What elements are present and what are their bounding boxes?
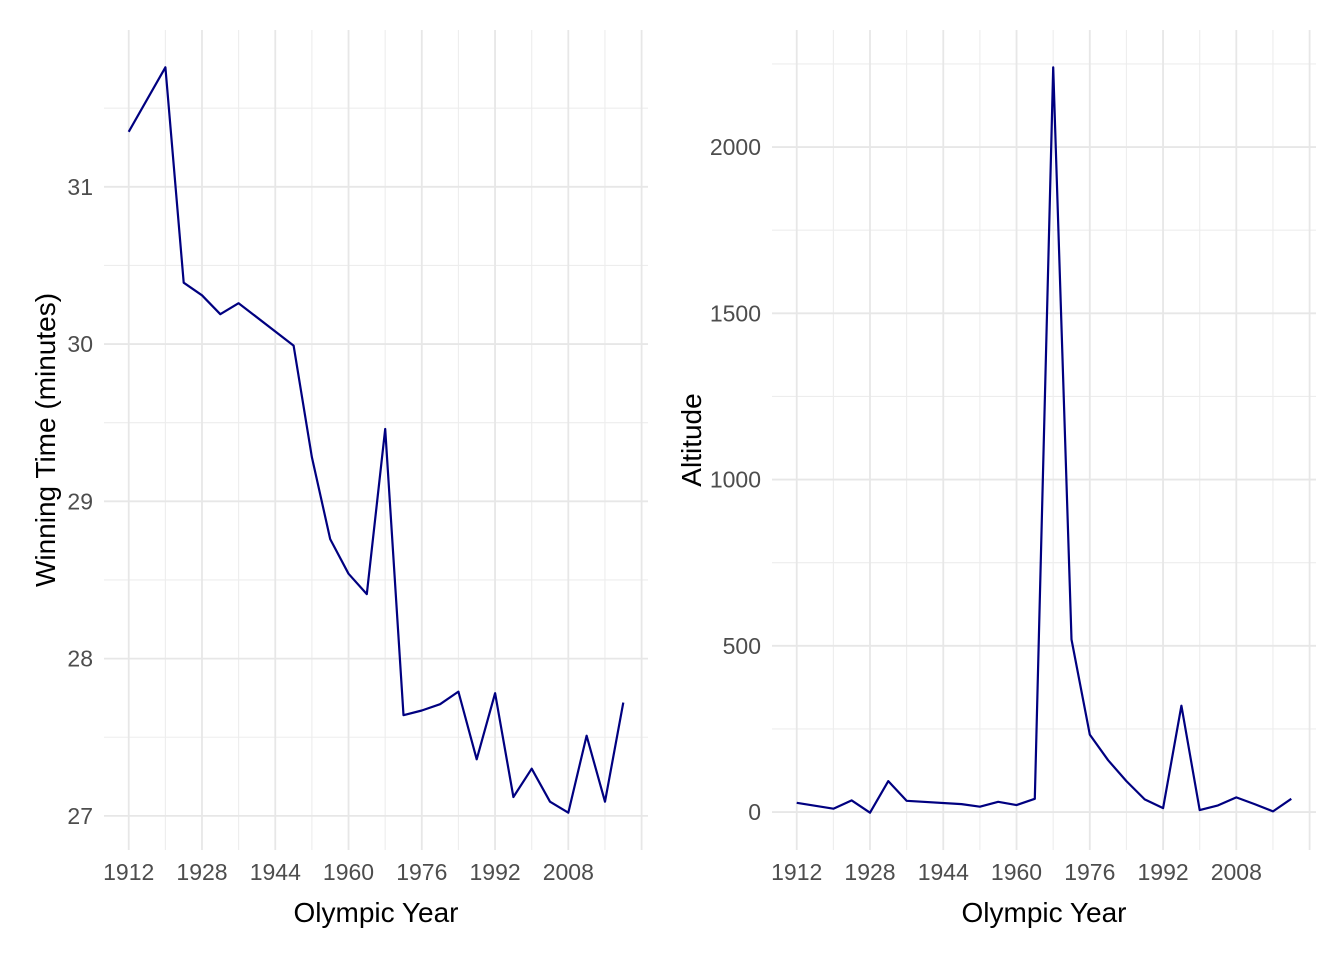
gridlines-minor [104, 30, 648, 850]
left-x-axis-title: Olympic Year [293, 897, 459, 928]
y-tick-label: 500 [723, 633, 761, 659]
y-tick-label: 29 [67, 488, 93, 514]
gridlines-major [772, 30, 1316, 850]
gridlines-minor [772, 30, 1316, 850]
winning-time-panel: 1912 1928 1944 1960 1976 1992 2008 27 28 29 30 31 [67, 30, 648, 885]
y-tick-label: 27 [67, 803, 93, 829]
x-tick-label: 1992 [1138, 859, 1189, 885]
right-x-axis-title: Olympic Year [961, 897, 1127, 928]
y-tick-label: 1500 [710, 300, 761, 326]
gridlines-major [104, 30, 648, 850]
altitude-panel: 1912 1928 1944 1960 1976 1992 2008 0 500 1000 1500… [710, 30, 1316, 885]
x-tick-label: 1976 [396, 859, 447, 885]
y-tick-label: 28 [67, 646, 93, 672]
x-tick-label: 1912 [771, 859, 822, 885]
x-tick-label: 1944 [250, 859, 301, 885]
x-tick-label: 1960 [323, 859, 374, 885]
x-tick-label: 1928 [844, 859, 895, 885]
right-y-axis-title: Altitude [676, 393, 707, 487]
x-tick-label: 1928 [176, 859, 227, 885]
y-tick-label: 2000 [710, 134, 761, 160]
x-tick-label: 2008 [1211, 859, 1262, 885]
y-tick-label: 31 [67, 174, 93, 200]
x-tick-label: 1944 [918, 859, 969, 885]
tick-labels: 1912 1928 1944 1960 1976 1992 2008 0 500 1000 1500… [710, 134, 1262, 885]
x-tick-label: 1992 [470, 859, 521, 885]
x-tick-label: 2008 [543, 859, 594, 885]
y-tick-label: 0 [748, 799, 761, 825]
altitude-line [796, 66, 1292, 814]
tick-labels: 1912 1928 1944 1960 1976 1992 2008 27 28 29 30 31 [67, 174, 593, 885]
winning-time-line [127, 66, 625, 814]
y-tick-label: 30 [67, 331, 93, 357]
x-tick-label: 1912 [103, 859, 154, 885]
x-tick-label: 1960 [991, 859, 1042, 885]
x-tick-label: 1976 [1064, 859, 1115, 885]
y-tick-label: 1000 [710, 467, 761, 493]
left-y-axis-title: Winning Time (minutes) [30, 292, 61, 588]
